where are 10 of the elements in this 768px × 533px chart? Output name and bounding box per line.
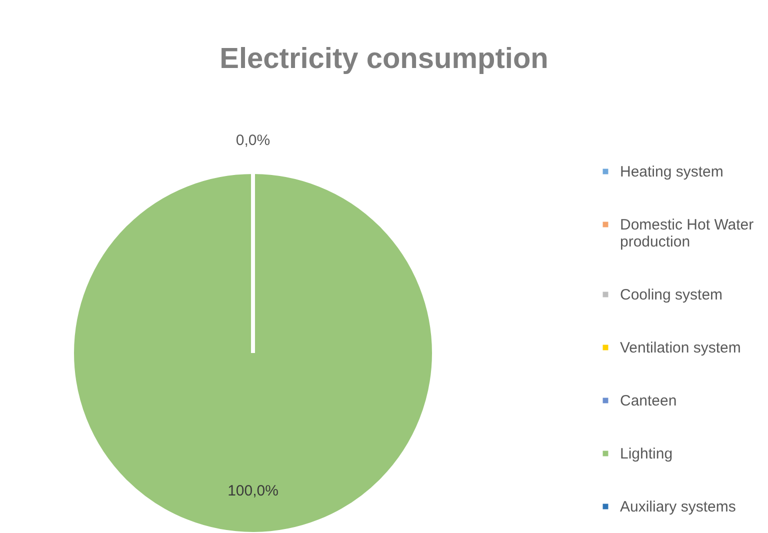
data-label: 100,0%: [228, 482, 278, 500]
legend-label: Auxiliary systems: [620, 498, 736, 516]
legend-label: Canteen: [620, 392, 677, 410]
text: 0,0%: [236, 132, 270, 149]
legend-label: Ventilation system: [620, 340, 741, 356]
chart-title: Electricity consumption: [220, 43, 548, 75]
legend-label: Cooling system: [620, 286, 723, 304]
legend-label: Heating system: [620, 164, 724, 180]
legend-label: Lighting: [620, 446, 673, 462]
legend-label: Domestic Hot Water production: [620, 216, 754, 250]
